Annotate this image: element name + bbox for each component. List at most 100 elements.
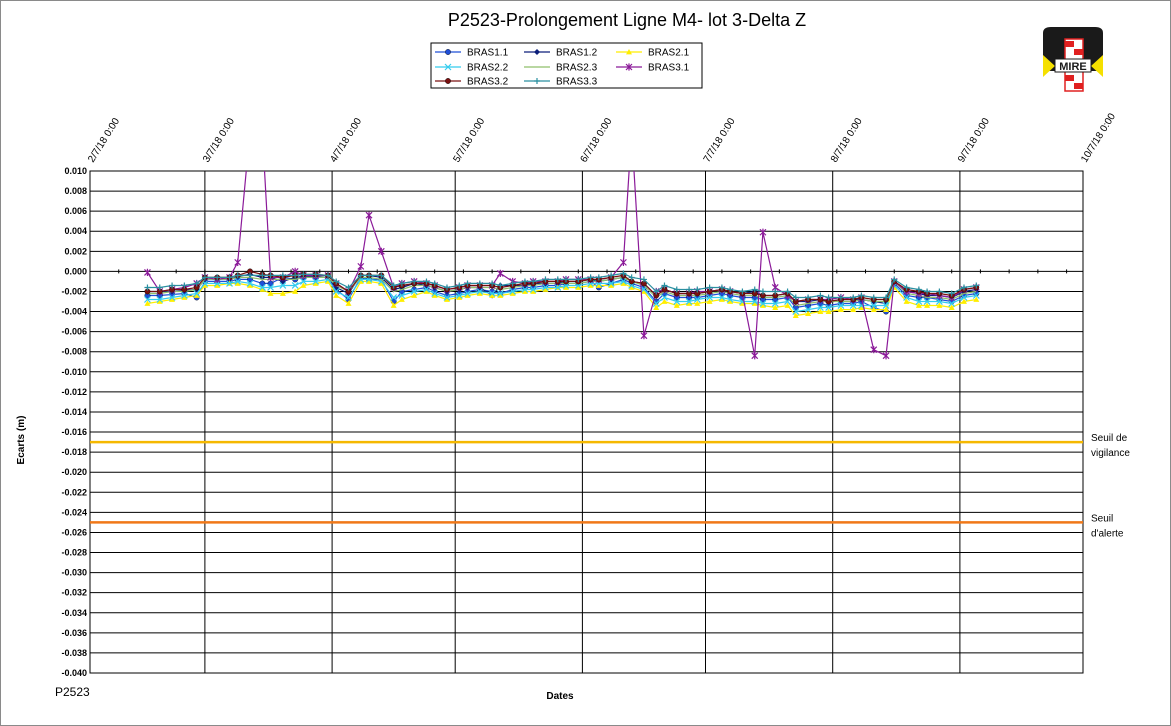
data-point bbox=[181, 282, 188, 289]
y-tick-label: -0.022 bbox=[61, 487, 87, 497]
data-point bbox=[915, 298, 923, 305]
data-point bbox=[279, 272, 286, 279]
data-point bbox=[259, 280, 266, 287]
data-point bbox=[496, 290, 504, 297]
legend-swatch-marker bbox=[445, 78, 451, 84]
data-point bbox=[685, 298, 693, 305]
data-point bbox=[279, 290, 286, 296]
data-point bbox=[398, 296, 405, 302]
data-point bbox=[431, 280, 438, 287]
data-point bbox=[903, 284, 910, 291]
data-point bbox=[727, 286, 734, 293]
logo-left-arrow bbox=[1043, 55, 1055, 77]
data-point bbox=[825, 308, 832, 314]
logo-text: MIRE bbox=[1059, 61, 1087, 73]
legend-item: BRAS1.2 bbox=[524, 48, 598, 59]
data-point bbox=[686, 300, 693, 306]
logo-staff-mark-2 bbox=[1074, 49, 1083, 55]
data-point bbox=[496, 269, 504, 278]
data-point bbox=[961, 284, 968, 291]
series-line bbox=[146, 171, 977, 357]
data-point bbox=[792, 294, 799, 301]
data-point bbox=[410, 288, 418, 295]
plot-area bbox=[89, 170, 1084, 674]
legend-item: BRAS3.1 bbox=[616, 63, 690, 74]
series-group bbox=[144, 127, 980, 360]
x-tick-label: 8/7/18 0:00 bbox=[829, 116, 865, 165]
logo-staff-mark-4 bbox=[1074, 83, 1083, 89]
data-point bbox=[168, 294, 176, 301]
data-point bbox=[858, 304, 865, 310]
x-tick-label: 2/7/18 0:00 bbox=[86, 116, 122, 165]
data-point bbox=[489, 292, 496, 298]
data-point bbox=[804, 306, 812, 313]
data-point bbox=[771, 300, 779, 307]
data-point bbox=[214, 282, 221, 288]
data-point bbox=[653, 304, 660, 310]
x-tick-label: 7/7/18 0:00 bbox=[702, 116, 738, 165]
data-point bbox=[542, 276, 549, 283]
data-point bbox=[411, 278, 418, 285]
x-tick-label: 4/7/18 0:00 bbox=[328, 116, 364, 165]
data-point bbox=[345, 284, 352, 291]
data-point bbox=[751, 286, 758, 293]
data-point bbox=[292, 272, 299, 279]
data-point bbox=[509, 280, 516, 287]
data-point bbox=[377, 247, 385, 255]
legend-label: BRAS1.1 bbox=[467, 48, 509, 59]
legend-item: BRAS1.1 bbox=[435, 48, 509, 59]
data-point bbox=[156, 284, 163, 291]
data-point bbox=[247, 272, 254, 279]
y-tick-label: 0.008 bbox=[64, 186, 87, 196]
legend-item: BRAS3.3 bbox=[524, 77, 598, 88]
data-point bbox=[924, 302, 931, 308]
legend-item: BRAS2.2 bbox=[435, 63, 509, 74]
data-point bbox=[181, 294, 188, 300]
legend-item: BRAS2.3 bbox=[524, 63, 598, 74]
legend-label: BRAS2.2 bbox=[467, 63, 509, 74]
data-point bbox=[562, 284, 569, 290]
data-point bbox=[247, 282, 254, 288]
data-point bbox=[299, 278, 307, 285]
data-point bbox=[529, 286, 537, 293]
data-point bbox=[259, 272, 266, 279]
data-point bbox=[345, 300, 352, 306]
footer-label: P2523 bbox=[55, 685, 90, 699]
y-tick-label: -0.014 bbox=[61, 407, 87, 417]
data-point bbox=[891, 276, 898, 283]
y-tick-label: -0.032 bbox=[61, 588, 87, 598]
data-point bbox=[652, 300, 660, 307]
data-point bbox=[423, 288, 430, 294]
data-point bbox=[489, 280, 496, 287]
legend: BRAS1.1 BRAS1.2 BRAS2.1 BRAS2.2 BRAS2.3 BRAS3… bbox=[430, 42, 703, 89]
data-point bbox=[443, 296, 450, 302]
data-point bbox=[169, 282, 176, 289]
data-point bbox=[455, 292, 463, 299]
data-point bbox=[882, 302, 890, 309]
y-tick-label: -0.006 bbox=[61, 327, 87, 337]
grid bbox=[89, 170, 1084, 674]
series-bras3-3 bbox=[144, 270, 980, 301]
data-point bbox=[706, 284, 713, 291]
data-point bbox=[661, 294, 668, 301]
data-point bbox=[726, 296, 734, 303]
series-bras2-1 bbox=[144, 278, 980, 318]
data-point bbox=[759, 288, 766, 295]
data-point bbox=[201, 282, 208, 288]
data-point bbox=[193, 292, 200, 298]
data-point bbox=[883, 306, 890, 312]
data-point bbox=[234, 278, 242, 285]
data-point bbox=[156, 298, 163, 304]
data-point bbox=[805, 294, 812, 301]
legend-swatch-marker bbox=[626, 49, 632, 55]
legend-item: BRAS2.1 bbox=[616, 48, 690, 59]
data-point bbox=[521, 288, 528, 294]
data-point bbox=[673, 298, 681, 305]
data-point bbox=[530, 278, 537, 285]
y-tick-label: 0.004 bbox=[64, 226, 87, 236]
logo-staff-mark-1 bbox=[1065, 41, 1074, 47]
data-point bbox=[727, 298, 734, 304]
x-tick-label: 10/7/18 0:00 bbox=[1079, 111, 1118, 164]
data-point bbox=[903, 298, 910, 304]
data-point bbox=[247, 127, 253, 134]
